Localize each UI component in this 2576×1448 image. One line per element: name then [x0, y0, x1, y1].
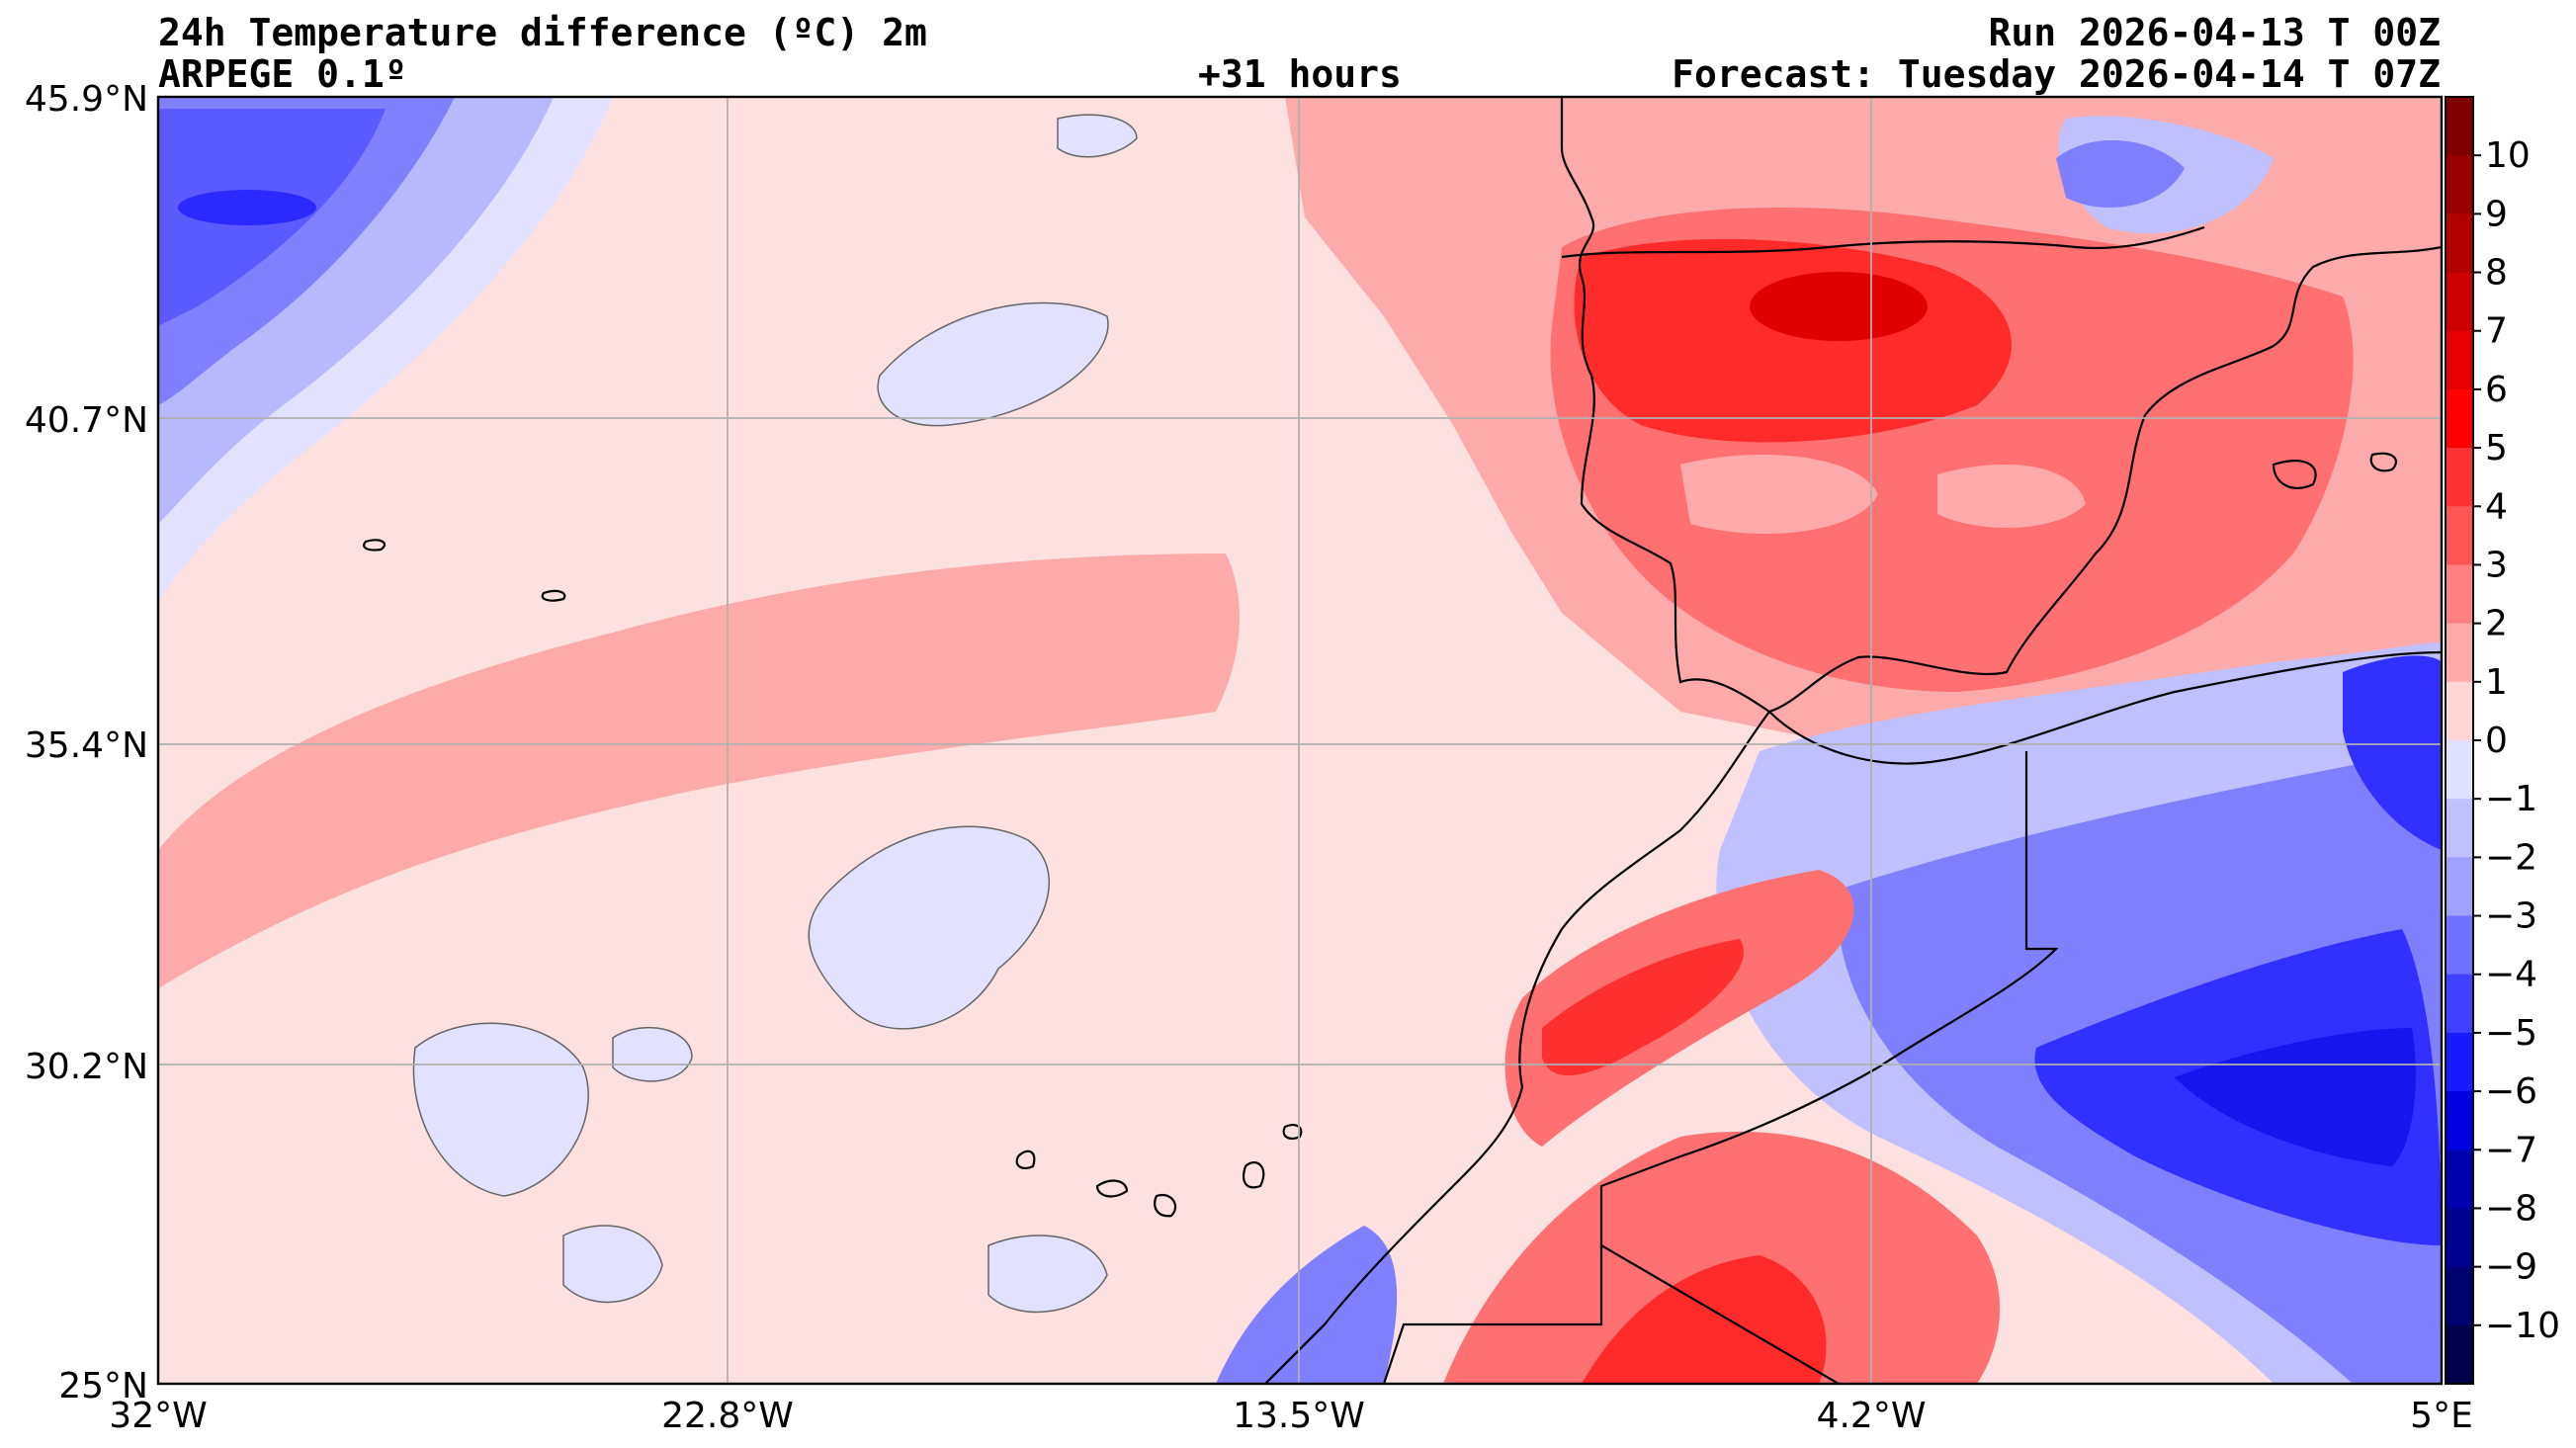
- graticule: [158, 97, 2442, 1384]
- morocco-coast: [1264, 711, 1770, 1384]
- colorbar-label: 7: [2485, 311, 2508, 352]
- map-area: [158, 97, 2442, 1384]
- coast-cool-patch: [1216, 1226, 1398, 1384]
- colorbar-swatch: [2446, 1091, 2473, 1150]
- colorbar-label: −3: [2485, 896, 2537, 937]
- africa-north-coast: [1768, 650, 2442, 765]
- lon-label: 13.5°W: [1233, 1396, 1365, 1436]
- colorbar-label: 1: [2485, 662, 2508, 703]
- colorbar-swatch: [2446, 448, 2473, 507]
- atlantic-warm-band: [158, 554, 1240, 988]
- ocean-cool-blob: [808, 825, 1051, 1030]
- colorbar-swatch: [2446, 213, 2473, 274]
- colorbar-swatch: [2446, 564, 2473, 625]
- colorbar-swatch: [2446, 97, 2473, 156]
- map-title: 24h Temperature difference (ºC) 2m: [158, 11, 927, 54]
- colorbar-swatch: [2446, 272, 2473, 332]
- ocean-cool-blob: [412, 1022, 589, 1197]
- colorbar-label: 4: [2485, 486, 2508, 527]
- colorbar-label: 9: [2485, 194, 2508, 234]
- colorbar-swatch: [2446, 330, 2473, 390]
- colorbar-swatch: [2446, 623, 2473, 683]
- lon-label: 32°W: [109, 1396, 207, 1436]
- colorbar-label: 6: [2485, 370, 2508, 410]
- coastlines: [363, 97, 2442, 1384]
- colorbar-swatch: [2446, 857, 2473, 917]
- ocean-cool-blob: [1057, 114, 1138, 158]
- run-label: Run 2026-04-13 T 00Z: [1988, 11, 2441, 54]
- iberia-mild-patch: [1937, 465, 2086, 528]
- sahara-warm: [1443, 1131, 2001, 1384]
- atlas-warm-core: [1542, 939, 1744, 1076]
- lon-label: 4.2°W: [1817, 1396, 1927, 1436]
- colorbar-swatch: [2446, 1150, 2473, 1209]
- north-coast: [1561, 225, 2205, 259]
- azores-islands: [363, 539, 566, 602]
- colorbar-label: 3: [2485, 545, 2508, 585]
- lat-label: 45.9°N: [25, 79, 148, 120]
- model-label: ARPEGE 0.1º: [158, 52, 407, 96]
- ocean-cool-blob: [987, 1235, 1108, 1314]
- border-line-east: [1600, 1244, 1840, 1384]
- lat-label: 35.4°N: [25, 725, 148, 766]
- france-cool-core: [2056, 139, 2185, 208]
- colorbar-label: 5: [2485, 428, 2508, 468]
- colorbar-swatch: [2446, 1032, 2473, 1092]
- colorbar-label: −7: [2485, 1130, 2537, 1170]
- lat-label: 25°N: [58, 1366, 148, 1406]
- colorbar-label: −5: [2485, 1013, 2537, 1054]
- colorbar-label: 10: [2485, 135, 2531, 176]
- lon-label: 5°E: [2410, 1396, 2473, 1436]
- iberia-warm-peak: [1750, 272, 1928, 341]
- ocean-cool-blob: [877, 301, 1109, 427]
- colorbar-swatch: [2446, 1324, 2473, 1385]
- lat-label: 30.2°N: [25, 1047, 148, 1087]
- nw-cool-core-blob: [178, 190, 316, 225]
- colorbar-swatch: [2446, 1208, 2473, 1268]
- colorbar-swatch: [2446, 799, 2473, 858]
- lon-axis: 32°W 22.8°W 13.5°W 4.2°W 5°E: [109, 1396, 2473, 1436]
- colorbar-swatch: [2446, 915, 2473, 976]
- iberia-mild-patch: [1680, 455, 1878, 534]
- colorbar-swatch: [2446, 1266, 2473, 1326]
- algeria-cool-core: [2343, 655, 2442, 850]
- lat-label: 40.7°N: [25, 400, 148, 441]
- lat-axis: 45.9°N 40.7°N 35.4°N 30.2°N 25°N: [25, 79, 148, 1406]
- colorbar-swatch: [2446, 681, 2473, 741]
- ocean-cool-blob: [612, 1026, 693, 1082]
- sahara-warm-core: [1582, 1255, 1827, 1384]
- colorbar-label: −2: [2485, 837, 2537, 878]
- colorbar-label: −10: [2485, 1306, 2560, 1346]
- colorbar-swatch: [2446, 974, 2473, 1034]
- lead-time-label: +31 hours: [1198, 52, 1402, 96]
- iberia-coast: [1560, 97, 2442, 714]
- colorbar-label: 0: [2485, 721, 2508, 761]
- colorbar-label: 8: [2485, 253, 2508, 294]
- forecast-label: Forecast: Tuesday 2026-04-14 T 07Z: [1672, 52, 2441, 96]
- colorbar-swatch: [2446, 506, 2473, 565]
- colorbar-label: −1: [2485, 779, 2537, 819]
- colorbar-label: −6: [2485, 1071, 2537, 1112]
- colorbar-swatch: [2446, 155, 2473, 214]
- colorbar-label: 2: [2485, 604, 2508, 644]
- colorbar-swatch: [2446, 740, 2473, 800]
- colorbar-label: −4: [2485, 955, 2537, 995]
- africa-cool-core: [2175, 1028, 2416, 1166]
- colorbar-label: −9: [2485, 1247, 2537, 1288]
- colorbar-swatch: [2446, 388, 2473, 449]
- canary-islands: [1015, 1123, 1303, 1218]
- ocean-cool-blob: [562, 1225, 663, 1304]
- border-lines: [1382, 751, 2059, 1384]
- balearic-islands: [2272, 452, 2397, 489]
- map-frame: [156, 95, 2444, 1386]
- colorbar-label: −8: [2485, 1188, 2537, 1229]
- lon-label: 22.8°W: [661, 1396, 794, 1436]
